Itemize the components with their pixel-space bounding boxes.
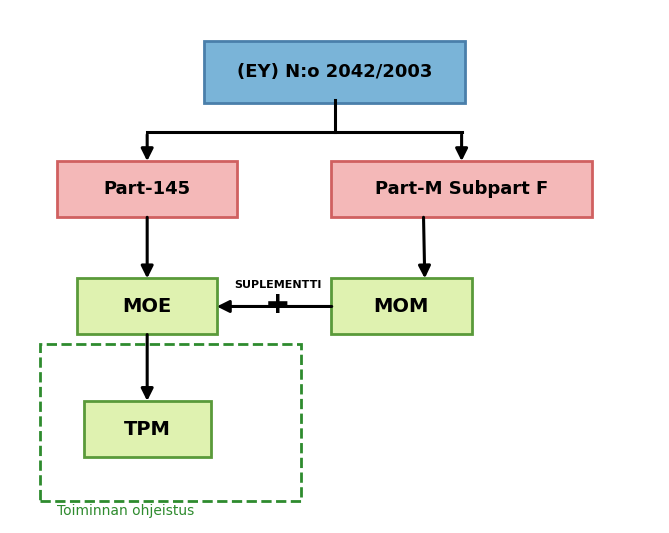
Text: Part-M Subpart F: Part-M Subpart F: [375, 180, 548, 198]
Text: Toiminnan ohjeistus: Toiminnan ohjeistus: [57, 504, 194, 518]
FancyBboxPatch shape: [331, 161, 592, 217]
Text: (EY) N:o 2042/2003: (EY) N:o 2042/2003: [237, 63, 432, 81]
FancyBboxPatch shape: [204, 42, 465, 102]
Text: +: +: [265, 290, 290, 319]
FancyBboxPatch shape: [57, 161, 237, 217]
FancyBboxPatch shape: [84, 401, 211, 457]
FancyBboxPatch shape: [77, 278, 217, 335]
Text: TPM: TPM: [124, 419, 171, 439]
FancyBboxPatch shape: [331, 278, 472, 335]
Text: Part-145: Part-145: [104, 180, 191, 198]
Text: MOM: MOM: [374, 297, 429, 316]
Text: MOE: MOE: [122, 297, 172, 316]
Text: SUPLEMENTTI: SUPLEMENTTI: [234, 280, 321, 290]
